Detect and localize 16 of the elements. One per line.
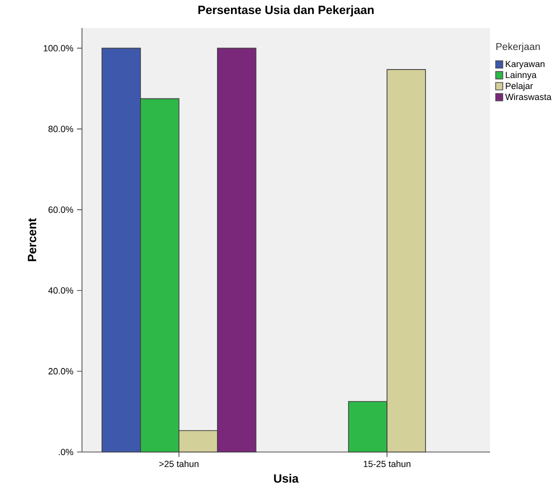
y-tick-label: 40.0% (48, 287, 74, 294)
x-tick-label: 15-25 tahun (364, 460, 410, 468)
x-axis-title: Usia (274, 474, 299, 483)
y-tick-label: 100.0% (44, 45, 74, 52)
y-tick-label: .0% (58, 448, 74, 456)
legend-label: Wiraswasta (505, 93, 552, 100)
legend-label: Karyawan (506, 60, 544, 69)
y-tick-label: 60.0% (48, 206, 74, 213)
y-tick-label: 80.0% (48, 126, 74, 132)
y-tick-label: 20.0% (48, 368, 74, 374)
legend-label: Pelajar (506, 82, 533, 91)
legend-label: Lainnya (506, 72, 537, 80)
legend-title: Pekerjaan (496, 42, 540, 52)
chart-title: Persentase Usia dan Pekerjaan (198, 5, 374, 17)
x-tick-label: >25 tahun (159, 460, 198, 468)
y-axis-title: Percent (28, 218, 36, 262)
